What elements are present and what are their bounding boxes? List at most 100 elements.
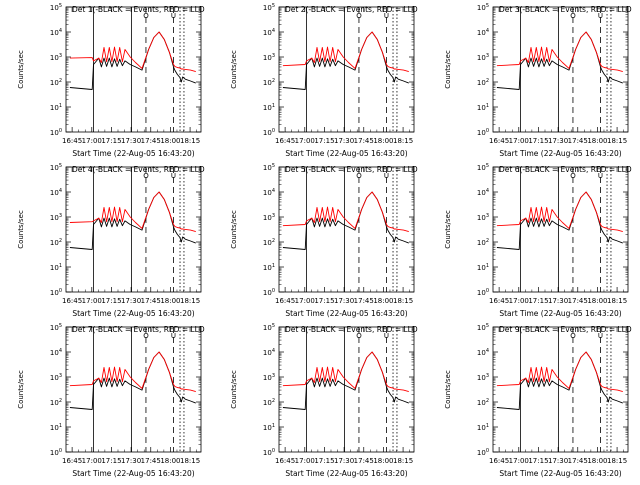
y-tick-label: 103	[263, 373, 275, 382]
det-panel-3: Det 3(-BLACK = Events, RED = LLD Counts/s…	[444, 3, 632, 158]
plot-title: Det 9(-BLACK = Events, RED = LLD	[499, 325, 632, 334]
y-tick-label: 102	[477, 398, 489, 407]
y-tick-label: 105	[263, 3, 275, 12]
y-tick-label: 101	[477, 263, 489, 272]
x-tick-label: 16:45	[275, 297, 295, 305]
plot-title: Det 3(-BLACK = Events, RED = LLD	[499, 5, 632, 14]
x-tick-label: 17:00	[82, 297, 102, 305]
y-tick-label: 102	[263, 78, 275, 87]
y-axis-label: Counts/sec	[17, 370, 25, 409]
series-lld-line	[496, 191, 623, 233]
y-tick-label: 105	[50, 3, 62, 12]
x-tick-label: 16:45	[489, 137, 509, 145]
x-tick-label: 17:15	[314, 297, 334, 305]
series-events-line	[496, 31, 623, 90]
x-tick-label: 17:30	[548, 137, 568, 145]
x-tick-label: 17:45	[141, 137, 161, 145]
y-tick-label: 105	[477, 163, 489, 172]
x-tick-label: 17:15	[101, 297, 121, 305]
x-axis-label: Start Time (22-Aug-05 16:43:20)	[285, 149, 407, 158]
series-events-line	[282, 191, 409, 250]
y-tick-label: 104	[263, 188, 275, 197]
y-tick-label: 100	[263, 448, 275, 457]
y-tick-label: 103	[50, 53, 62, 62]
series-lld-line	[282, 351, 409, 393]
y-tick-label: 102	[477, 238, 489, 247]
series-events-line	[496, 351, 623, 410]
x-tick-label: 18:15	[393, 457, 413, 465]
x-tick-label: 17:15	[528, 457, 548, 465]
plot-frame	[492, 326, 629, 453]
x-tick-label: 18:00	[160, 297, 180, 305]
plot-title: Det 6(-BLACK = Events, RED = LLD	[499, 165, 632, 174]
y-tick-label: 100	[477, 128, 489, 137]
y-axis-label: Counts/sec	[17, 210, 25, 249]
y-tick-label: 104	[50, 188, 62, 197]
plot-title: Det 1(-BLACK = Events, RED = LLD	[72, 5, 205, 14]
y-tick-label: 102	[50, 78, 62, 87]
y-tick-label: 100	[50, 128, 62, 137]
x-tick-label: 17:00	[295, 137, 315, 145]
y-tick-label: 101	[263, 423, 275, 432]
plot-title: Det 4(-BLACK = Events, RED = LLD	[72, 165, 205, 174]
x-tick-label: 18:15	[180, 457, 200, 465]
x-tick-label: 18:00	[373, 457, 393, 465]
series-lld-line	[69, 191, 196, 233]
marker-label: O	[143, 332, 149, 340]
det-panel-7: Det 7(-BLACK = Events, RED = LLD Counts/s…	[17, 323, 205, 478]
plot-frame	[65, 6, 202, 133]
y-tick-label: 101	[477, 103, 489, 112]
x-axis-label: Start Time (22-Aug-05 16:43:20)	[72, 149, 194, 158]
x-axis-label: Start Time (22-Aug-05 16:43:20)	[72, 309, 194, 318]
plot-title: Det 7(-BLACK = Events, RED = LLD	[72, 325, 205, 334]
series-lld-line	[282, 31, 409, 73]
x-tick-label: 17:00	[509, 297, 529, 305]
x-tick-label: 18:00	[160, 457, 180, 465]
x-tick-label: 18:00	[160, 137, 180, 145]
y-tick-label: 102	[263, 238, 275, 247]
y-tick-label: 103	[50, 373, 62, 382]
plot-title: Det 8(-BLACK = Events, RED = LLD	[285, 325, 418, 334]
series-events-line	[282, 351, 409, 410]
y-tick-label: 105	[263, 323, 275, 332]
series-lld-line	[69, 31, 196, 73]
x-tick-label: 18:15	[180, 297, 200, 305]
x-tick-label: 16:45	[275, 137, 295, 145]
series-events-line	[69, 351, 196, 410]
det-panel-8: Det 8(-BLACK = Events, RED = LLD Counts/s…	[230, 323, 418, 478]
marker-label: O	[570, 12, 576, 20]
x-tick-label: 18:00	[373, 137, 393, 145]
x-tick-label: 17:45	[354, 457, 374, 465]
y-tick-label: 103	[477, 53, 489, 62]
y-tick-label: 104	[50, 348, 62, 357]
x-tick-label: 18:00	[587, 137, 607, 145]
x-tick-label: 18:15	[607, 457, 627, 465]
x-tick-label: 17:00	[82, 137, 102, 145]
marker-label: O	[570, 172, 576, 180]
y-tick-label: 103	[477, 213, 489, 222]
x-tick-label: 16:45	[489, 297, 509, 305]
y-tick-label: 100	[50, 288, 62, 297]
det-panel-4: Det 4(-BLACK = Events, RED = LLD Counts/s…	[17, 163, 205, 318]
y-tick-label: 100	[50, 448, 62, 457]
y-tick-label: 103	[50, 213, 62, 222]
x-tick-label: 16:45	[62, 297, 82, 305]
y-tick-label: 100	[477, 288, 489, 297]
x-tick-label: 16:45	[489, 457, 509, 465]
x-tick-label: 17:30	[121, 297, 141, 305]
x-tick-label: 17:00	[509, 137, 529, 145]
y-tick-label: 105	[477, 3, 489, 12]
x-tick-label: 17:15	[314, 137, 334, 145]
x-tick-label: 17:30	[548, 457, 568, 465]
marker-label: U	[598, 172, 603, 180]
x-tick-label: 17:15	[528, 297, 548, 305]
y-tick-label: 101	[50, 423, 62, 432]
x-tick-label: 16:45	[275, 457, 295, 465]
y-tick-label: 103	[263, 213, 275, 222]
marker-label: O	[356, 332, 362, 340]
y-tick-label: 105	[50, 163, 62, 172]
plot-frame	[492, 166, 629, 293]
x-tick-label: 17:45	[568, 457, 588, 465]
